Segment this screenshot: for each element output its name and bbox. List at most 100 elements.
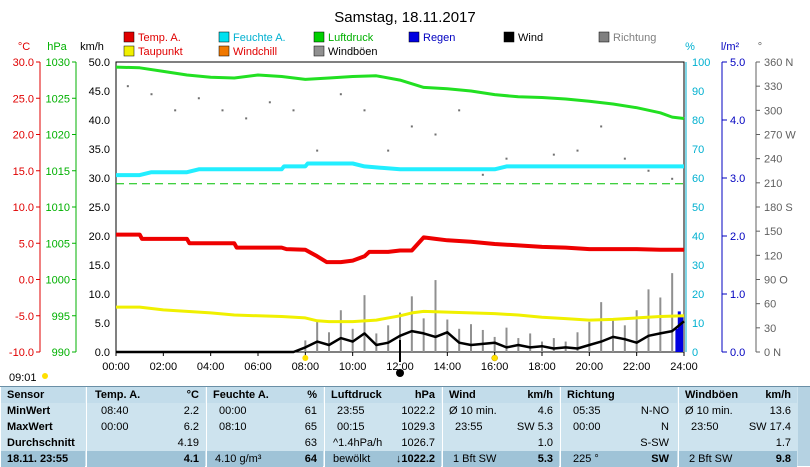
temp-tick: 20.0 — [13, 130, 34, 142]
humidity-tick: 100 — [692, 57, 710, 69]
humidity-min-time: 00:00 — [219, 405, 247, 417]
wind-max-time: 23:55 — [455, 421, 483, 433]
humidity-tick: 40 — [692, 231, 704, 243]
temp-max-value: 6.2 — [183, 421, 199, 433]
legend-label: Windchill — [233, 46, 277, 58]
axis-unit: % — [685, 41, 695, 53]
col-pressure: Luftdruck hPa 23:55 1022.2 00:15 1029.3 ^1.… — [324, 387, 441, 467]
x-tick: 14:00 — [434, 361, 462, 373]
direction-degrees: 225 ° — [573, 453, 599, 465]
temp-current-value: 4.1 — [183, 453, 199, 465]
direction-point — [671, 177, 674, 180]
wind-max-value: SW 5.3 — [516, 421, 553, 433]
direction-max-time: 00:00 — [573, 421, 601, 433]
x-tick: 20:00 — [576, 361, 604, 373]
sunset-marker — [491, 354, 498, 362]
legend-swatch — [503, 31, 515, 43]
pressure-tick: 1030 — [46, 57, 70, 69]
direction-point — [126, 85, 129, 88]
wind-tick: 40.0 — [89, 115, 110, 127]
direction-point — [647, 169, 650, 172]
direction-tick: 360 N — [764, 57, 793, 69]
x-tick: 00:00 — [102, 361, 130, 373]
direction-tick: 300 — [764, 105, 782, 117]
wind-tick: 50.0 — [89, 57, 110, 69]
x-tick: 08:00 — [292, 361, 320, 373]
humidity-tick: 0 — [692, 347, 698, 359]
legend-swatch — [313, 45, 325, 57]
direction-point — [174, 109, 177, 112]
x-tick: 22:00 — [623, 361, 651, 373]
direction-tick: 150 — [764, 226, 782, 238]
humidity-min-value: 61 — [304, 405, 317, 417]
legend-swatch — [313, 31, 325, 43]
rain-tick: 2.0 — [730, 231, 745, 243]
direction-point — [600, 125, 603, 128]
table-scrollbar[interactable] — [798, 387, 810, 466]
temp-tick: -5.0 — [15, 311, 34, 323]
pressure-header: Luftdruck — [331, 389, 382, 401]
sun-icon — [42, 373, 48, 379]
col-wind: Wind km/h Ø 10 min. 4.6 23:55 SW 5.3 1.0 1 … — [442, 387, 559, 467]
humidity-tick: 90 — [692, 86, 704, 98]
legend-swatch — [598, 31, 610, 43]
direction-point — [410, 125, 413, 128]
series-line-tempa — [116, 232, 684, 265]
temp-tick: 0.0 — [19, 275, 34, 287]
wind-beaufort: 1 Bft SW — [453, 453, 497, 465]
temp-avg-value: 4.19 — [177, 437, 199, 449]
direction-min-time: 05:35 — [573, 405, 601, 417]
humidity-tick: 20 — [692, 289, 704, 301]
sensor-row-min: MinWert — [7, 405, 51, 417]
series-line-taupunkt — [116, 305, 685, 324]
temp-unit: °C — [186, 389, 199, 401]
direction-min-value: N-NO — [640, 405, 669, 417]
sensor-row-avg: Durchschnitt — [7, 437, 75, 449]
wind-tick: 30.0 — [89, 173, 110, 185]
pressure-tick: 1015 — [46, 166, 70, 178]
pressure-avg-value: 1026.7 — [401, 437, 435, 449]
series-line-wind — [116, 320, 685, 354]
temp-tick: 10.0 — [13, 202, 34, 214]
direction-point — [623, 157, 626, 160]
col-temp: Temp. A. °C 08:40 2.2 00:00 6.2 4.19 4.1 — [86, 387, 205, 467]
x-tick: 10:00 — [339, 361, 367, 373]
wind-avg-value: 1.0 — [537, 437, 553, 449]
pressure-tick: 990 — [52, 347, 70, 359]
humidity-tick: 70 — [692, 144, 704, 156]
rain-tick: 5.0 — [730, 57, 745, 69]
legend-label: Luftdruck — [328, 32, 374, 44]
temp-min-time: 08:40 — [101, 405, 129, 417]
weather-chart: Samstag, 18.11.2017 Temp. A. Feuchte A. Luf… — [9, 9, 796, 379]
sensor-row-max: MaxWert — [7, 421, 53, 433]
rain-tick: 1.0 — [730, 289, 745, 301]
wind-tick: 35.0 — [89, 144, 110, 156]
direction-tick: 270 W — [764, 130, 796, 142]
x-tick: 06:00 — [244, 361, 272, 373]
temp-header: Temp. A. — [95, 389, 141, 401]
humidity-absolute: 4.10 g/m³ — [215, 453, 262, 465]
humidity-tick: 80 — [692, 115, 704, 127]
gusts-beaufort: 2 Bft SW — [689, 453, 733, 465]
direction-tick: 30 — [764, 323, 776, 335]
pressure-max-time: 00:15 — [337, 421, 365, 433]
pressure-forecast: bewölkt — [333, 453, 371, 465]
col-direction: Richtung 05:35 N-NO 00:00 N S-SW 225 ° SW — [560, 387, 677, 467]
stats-table: Sensor MinWert MaxWert Durchschnitt 18.1… — [0, 386, 810, 467]
axis-unit: l/m² — [721, 41, 740, 53]
humidity-tick: 10 — [692, 318, 704, 330]
gusts-min-label: Ø 10 min. — [685, 405, 733, 417]
chart-title: Samstag, 18.11.2017 — [334, 9, 476, 26]
moon-icon — [396, 369, 404, 377]
direction-point — [150, 93, 153, 96]
humidity-unit: % — [307, 389, 317, 401]
wind-header: Wind — [449, 389, 476, 401]
pressure-min-time: 23:55 — [337, 405, 365, 417]
gusts-header: Windböen — [685, 389, 739, 401]
legend-label: Wind — [518, 32, 543, 44]
direction-point — [387, 149, 390, 152]
wind-tick: 10.0 — [89, 289, 110, 301]
legend-swatch — [218, 31, 230, 43]
x-tick: 04:00 — [197, 361, 225, 373]
humidity-max-time: 08:10 — [219, 421, 247, 433]
